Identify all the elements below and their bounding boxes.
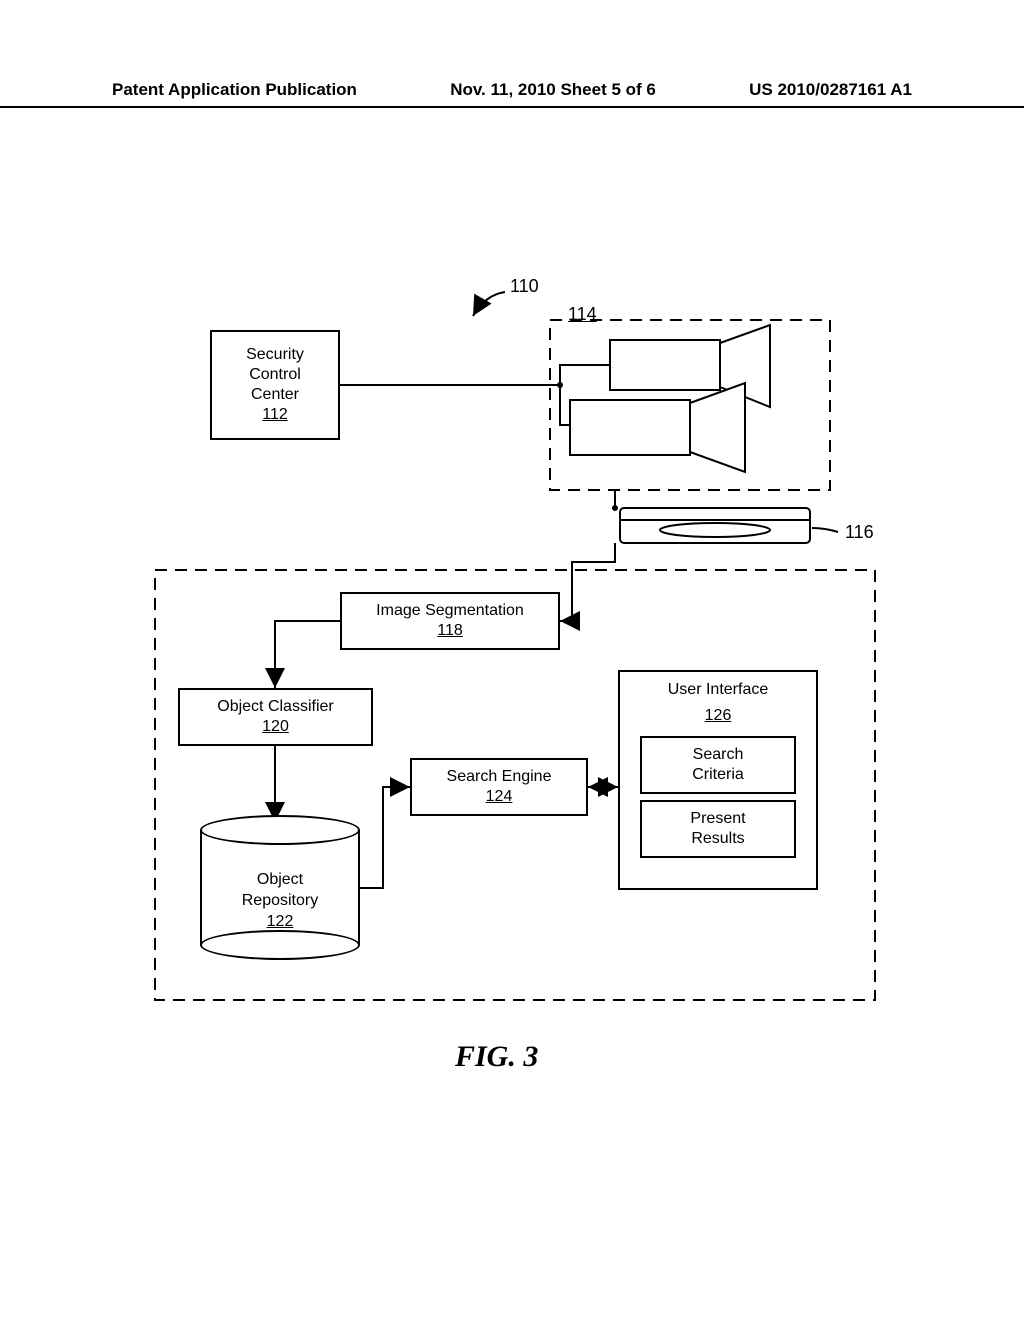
junction-dot: [557, 382, 563, 388]
callout-110: [473, 292, 505, 316]
junction-dot-2: [612, 505, 618, 511]
class-label: Object Classifier: [217, 697, 333, 717]
seg-ref: 118: [437, 621, 463, 641]
search-label: Search Engine: [447, 767, 552, 787]
box-image-segmentation: Image Segmentation 118: [340, 592, 560, 650]
ui-label: User Interface: [668, 680, 768, 700]
sc-line2: Criteria: [692, 765, 744, 785]
box-object-classifier: Object Classifier 120: [178, 688, 373, 746]
box-present-results: Present Results: [640, 800, 796, 858]
edge-seg-class: [275, 621, 340, 688]
ui-ref: 126: [705, 706, 732, 726]
scc-line2: Control: [249, 365, 301, 385]
box-search-engine: Search Engine 124: [410, 758, 588, 816]
scc-line3: Center: [251, 385, 299, 405]
search-ref: 124: [486, 787, 513, 807]
box-security-control-center: Security Control Center 112: [210, 330, 340, 440]
pr-line1: Present: [690, 809, 745, 829]
ref-116: 116: [845, 522, 874, 543]
ref-110: 110: [510, 276, 539, 297]
edge-j-cam2: [560, 385, 570, 425]
edge-j-cam1: [560, 365, 610, 385]
callout-116: [812, 528, 838, 532]
edge-repo-search: [360, 787, 410, 888]
page: Patent Application Publication Nov. 11, …: [0, 0, 1024, 1320]
box-search-criteria: Search Criteria: [640, 736, 796, 794]
dashed-cameras: [550, 320, 830, 490]
pr-line2: Results: [691, 829, 744, 849]
header-left: Patent Application Publication: [112, 80, 357, 100]
camera-icon-2: [570, 383, 745, 472]
repo-ref: 122: [267, 913, 294, 930]
repo-line2: Repository: [242, 892, 318, 909]
cylinder-object-repository: Object Repository 122: [200, 830, 360, 945]
seg-label: Image Segmentation: [376, 601, 524, 621]
repo-line1: Object: [257, 871, 303, 888]
edge-rec-seg: [560, 543, 615, 621]
scc-ref: 112: [262, 405, 288, 425]
diagram-svg: [0, 0, 1024, 1320]
figure-caption: FIG. 3: [455, 1040, 538, 1074]
header-right: US 2010/0287161 A1: [749, 80, 912, 100]
sc-line1: Search: [693, 745, 744, 765]
box-user-interface: User Interface 126 Search Criteria Prese…: [618, 670, 818, 890]
class-ref: 120: [262, 717, 289, 737]
camera-icon-1: [610, 325, 770, 407]
page-header: Patent Application Publication Nov. 11, …: [0, 80, 1024, 108]
header-center: Nov. 11, 2010 Sheet 5 of 6: [450, 80, 656, 100]
scc-line1: Security: [246, 345, 304, 365]
ref-114: 114: [568, 304, 597, 325]
recorder-icon: [620, 508, 810, 543]
